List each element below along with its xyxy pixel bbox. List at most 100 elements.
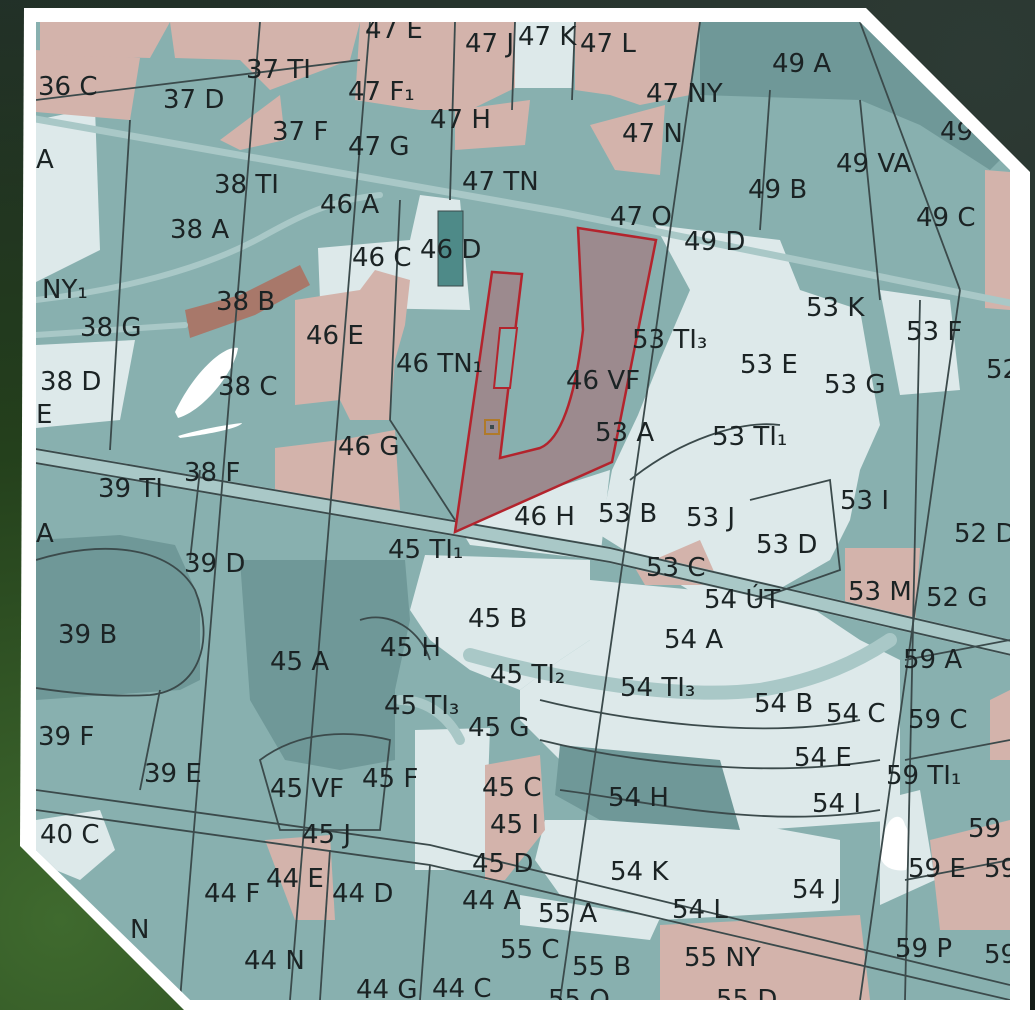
parcel-label-59ti1: 59 TI₁ (886, 761, 961, 791)
parcel-label-53m: 53 M (848, 577, 912, 607)
parcel-45d-light (415, 728, 490, 870)
parcel-label-39e: 39 E (144, 759, 202, 789)
parcel-38b (185, 265, 310, 338)
parcel-label-54j: 54 J (792, 875, 841, 905)
parcel-label-59_right: 59 (984, 854, 1017, 884)
parcel-label-45b: 45 B (468, 604, 527, 634)
parcel-label-47n: 47 N (622, 119, 683, 149)
parcel-47l-pink (575, 22, 700, 105)
parcel-label-55b: 55 B (572, 952, 631, 982)
parcel-label-44e: 44 E (266, 864, 324, 894)
boundary-59-row-2 (904, 859, 1010, 881)
boundary-east-2 (859, 289, 961, 1000)
parcel-label-45ti3: 45 TI₃ (384, 691, 459, 721)
parcel-49-dark (700, 22, 1000, 170)
parcel-label-47tn: 47 TN (462, 167, 539, 197)
boundary-main-east (559, 22, 701, 1000)
boundary-39e (139, 689, 161, 791)
parcel-label-53ti3: 53 TI₃ (632, 325, 707, 355)
boundary-52 (904, 299, 921, 1000)
selected-parcel-46vf[interactable] (453, 226, 658, 535)
parcel-label-54ut: 54 ÚT (704, 583, 780, 615)
boundary-39d (189, 469, 201, 561)
parcel-label-53g: 53 G (824, 370, 886, 400)
selection-main-polygon[interactable] (453, 226, 658, 535)
parcel-label-49b: 49 B (748, 175, 807, 205)
parcel-45a-dark (240, 560, 410, 770)
parcel-label-54h: 54 H (608, 783, 669, 813)
parcel-label-59p: 59 P (895, 934, 952, 964)
parcel-label-45d: 45 D (472, 849, 533, 879)
parcel-label-53ti1: 53 TI₁ (712, 422, 787, 452)
parcel-label-47e: 47 E (365, 15, 423, 45)
parcel-label-54l: 54 L (672, 895, 728, 925)
boundary-main-west (289, 22, 371, 1000)
parcel-53e (600, 225, 880, 600)
parcel-label-47h: 47 H (430, 105, 491, 135)
parcel-label-45c: 45 C (482, 773, 542, 803)
parcel-label-55c: 55 C (500, 935, 560, 965)
boundary-ne (859, 22, 961, 291)
parcel-label-37f: 37 F (272, 117, 328, 147)
boundary-47-col-3 (571, 22, 576, 101)
parcel-53i-strip (845, 330, 865, 430)
parcel-label-46e: 46 E (306, 321, 364, 351)
roads (36, 114, 1010, 745)
parcel-label-39d: 39 D (184, 549, 245, 579)
parcel-54k (535, 820, 840, 920)
parcel-label-38ti: 38 TI (214, 170, 279, 200)
parcel-label-47ny: 47 NY (646, 79, 723, 109)
boundary-47-col (449, 22, 456, 201)
parcel-label-47j: 47 J (465, 29, 514, 59)
parcel-label-55ny: 55 NY (684, 943, 761, 973)
parcel-label-38c: 38 C (218, 372, 278, 402)
road-38g (36, 322, 188, 338)
parcel-label-59a: 59 A (903, 645, 962, 675)
boundary-53-inner (749, 478, 841, 601)
parcel-label-38d: 38 D (40, 367, 101, 397)
parcel-label-44n: 44 N (244, 946, 305, 976)
parcel-36c (36, 50, 140, 120)
boundary-44 (319, 849, 331, 1000)
parcel-label-44a: 44 A (462, 886, 521, 916)
parcel-label-47l: 47 L (580, 29, 636, 59)
parcel-label-46d: 46 D (420, 235, 481, 265)
pond-59e (880, 816, 910, 871)
parcel-a-left (36, 108, 100, 282)
parcel-46e (295, 270, 410, 420)
parcel-label-45h: 45 H (380, 633, 441, 663)
parcel-label-59i: 59 I (968, 814, 1017, 844)
parcel-label-54k: 54 K (610, 857, 669, 887)
boundary-59-row (904, 739, 1010, 761)
parcel-label-53d: 53 D (756, 530, 817, 560)
pink-parcels (36, 22, 1010, 1000)
parcel-label-47o: 47 O (610, 202, 672, 232)
parcel-label-47g: 47 G (348, 132, 410, 162)
parcel-label-39b: 39 B (58, 620, 117, 650)
parcel-54h-dark (555, 745, 740, 830)
parcel-label-39ti: 39 TI (98, 474, 163, 504)
parcel-label-36c: 36 C (38, 72, 98, 102)
parcel-label-54ti3: 54 TI₃ (620, 673, 695, 703)
parcel-label-45g: 45 G (468, 713, 530, 743)
parcel-label-44f: 44 F (204, 879, 260, 909)
parcel-45c (485, 755, 545, 880)
parcel-46d-structure (437, 210, 464, 287)
parcel-label-52g: 52 G (926, 583, 988, 613)
parcel-40c (36, 810, 115, 880)
parcel-47-top (355, 22, 515, 110)
parcel-label-46g: 46 G (338, 432, 400, 462)
parcel-label-53b: 53 B (598, 499, 657, 529)
parcel-label-37ti: 37 TI (246, 55, 311, 85)
parcel-53f (880, 290, 960, 395)
map-pin-marker[interactable] (484, 419, 500, 435)
boundary-45vf (258, 733, 391, 831)
parcel-label-53i: 53 I (840, 486, 889, 516)
parcel-label-49a: 49 A (772, 49, 831, 79)
boundary-west-2 (179, 22, 261, 1000)
parcel-label-a_left: A (36, 145, 54, 175)
parcel-label-44g: 44 G (356, 975, 418, 1005)
boundary-49 (859, 99, 881, 301)
map-pin-marker-dot (490, 425, 494, 429)
